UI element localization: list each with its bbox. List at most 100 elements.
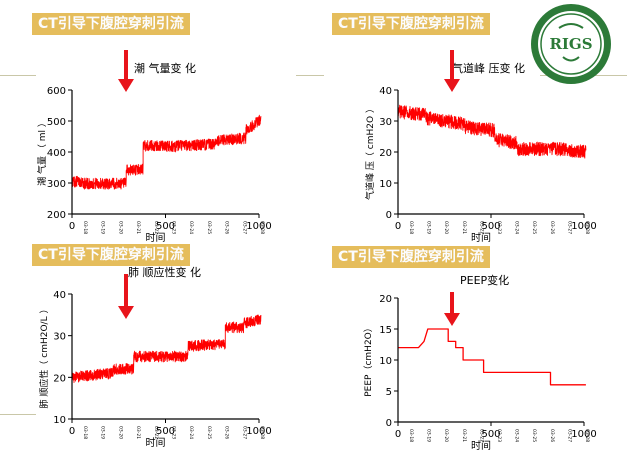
decorative-line-bottom-left: [0, 414, 36, 415]
logo-text: RIGS: [549, 35, 592, 53]
date-tick-label: 03-24: [188, 221, 194, 234]
date-tick-label: 03-20: [443, 429, 449, 442]
y-tick-label: 20: [53, 373, 66, 384]
y-axis-label: 潮 气量 （ ml ）: [36, 118, 48, 186]
x-axis-label: 时间: [471, 231, 491, 244]
y-tick-label: 30: [53, 332, 66, 343]
date-tick-label: 03-22: [478, 429, 484, 442]
x-tick-label: 500: [481, 221, 500, 232]
date-tick-label: 03-18: [408, 221, 414, 234]
x-tick-label: 500: [156, 426, 175, 437]
y-tick-label: 40: [53, 290, 66, 301]
y-tick-label: 15: [379, 325, 392, 336]
date-tick-label: 03-27: [241, 426, 247, 439]
date-tick-label: 03-19: [100, 221, 106, 234]
change-annotation: 肺 顺应性变 化: [128, 265, 201, 279]
y-tick-label: 5: [386, 387, 392, 398]
date-tick-label: 03-21: [461, 429, 467, 442]
series-line: [71, 314, 262, 383]
date-tick-label: 03-27: [566, 221, 572, 234]
decorative-line-left: [0, 75, 36, 76]
date-tick-label: 03-26: [224, 221, 230, 234]
x-tick-label: 0: [395, 429, 401, 440]
y-tick-label: 600: [47, 86, 66, 97]
y-tick-label: 20: [379, 294, 392, 305]
date-tick-label: 03-21: [135, 221, 141, 234]
series-line: [397, 104, 587, 159]
y-tick-label: 20: [379, 148, 392, 159]
series-line: [398, 328, 586, 386]
date-tick-label: 03-19: [426, 221, 432, 234]
change-annotation: PEEP变化: [460, 273, 509, 287]
series-line: [71, 114, 262, 190]
x-tick-label: 0: [69, 426, 75, 437]
date-tick-label: 03-22: [153, 221, 159, 234]
y-axis-label: 气道峰 压（ cmH2O ）: [364, 104, 376, 200]
date-tick-label: 03-23: [496, 429, 502, 442]
x-axis-label: 时间: [146, 231, 166, 244]
date-tick-label: 03-25: [531, 221, 537, 234]
date-tick-label: 03-19: [100, 426, 106, 439]
date-tick-label: 03-24: [514, 429, 520, 442]
change-annotation: 潮 气量变 化: [134, 61, 196, 75]
date-tick-label: 03-25: [531, 429, 537, 442]
date-tick-label: 03-23: [171, 426, 177, 439]
date-tick-label: 03-19: [426, 429, 432, 442]
date-tick-label: 03-24: [188, 426, 194, 439]
x-tick-label: 0: [69, 221, 75, 232]
y-tick-label: 40: [379, 86, 392, 97]
banner-top-right: CT引导下腹腔穿刺引流: [332, 13, 490, 35]
banner-bottom-right: CT引导下腹腔穿刺引流: [332, 246, 490, 268]
x-tick-label: 1000: [246, 426, 271, 437]
date-tick-label: 03-21: [461, 221, 467, 234]
y-tick-label: 500: [47, 117, 66, 128]
date-tick-label: 03-27: [241, 221, 247, 234]
x-tick-label: 1000: [571, 221, 596, 232]
down-arrow-icon: [444, 50, 460, 92]
date-tick-label: 03-23: [496, 221, 502, 234]
y-tick-label: 300: [47, 179, 66, 190]
y-tick-label: 200: [47, 210, 66, 221]
date-tick-label: 03-25: [206, 426, 212, 439]
date-tick-label: 03-26: [224, 426, 230, 439]
y-axis-label: 肺 顺应性（ cmH2O/L ）: [38, 305, 50, 409]
change-annotation: 气道峰 压变 化: [452, 61, 525, 75]
x-tick-label: 0: [395, 221, 401, 232]
date-tick-label: 03-22: [478, 221, 484, 234]
date-tick-label: 03-20: [117, 221, 123, 234]
x-axis-label: 时间: [471, 439, 491, 452]
banner-top-left: CT引导下腹腔穿刺引流: [32, 13, 190, 35]
date-tick-label: 03-27: [566, 429, 572, 442]
date-tick-label: 03-20: [443, 221, 449, 234]
date-tick-label: 03-18: [408, 429, 414, 442]
y-tick-label: 0: [386, 210, 392, 221]
x-tick-label: 1000: [246, 221, 271, 232]
decorative-line-center: [296, 75, 324, 76]
banner-bottom-left: CT引导下腹腔穿刺引流: [32, 244, 190, 266]
down-arrow-icon: [118, 50, 134, 92]
date-tick-label: 03-26: [549, 221, 555, 234]
date-tick-label: 03-28: [584, 221, 590, 234]
date-tick-label: 03-18: [82, 426, 88, 439]
x-axis-label: 时间: [146, 436, 166, 449]
y-tick-label: 10: [53, 415, 66, 426]
x-tick-label: 500: [156, 221, 175, 232]
date-tick-label: 03-26: [549, 429, 555, 442]
date-tick-label: 03-25: [206, 221, 212, 234]
y-tick-label: 400: [47, 148, 66, 159]
down-arrow-icon: [118, 274, 134, 319]
y-tick-label: 30: [379, 117, 392, 128]
y-axis-label: PEEP（cmH2O）: [363, 323, 374, 397]
x-tick-label: 500: [481, 429, 500, 440]
y-tick-label: 0: [386, 418, 392, 429]
date-tick-label: 03-21: [135, 426, 141, 439]
date-tick-label: 03-24: [514, 221, 520, 234]
date-tick-label: 03-28: [259, 426, 265, 439]
down-arrow-icon: [444, 292, 460, 326]
x-tick-label: 1000: [571, 429, 596, 440]
y-tick-label: 10: [379, 179, 392, 190]
